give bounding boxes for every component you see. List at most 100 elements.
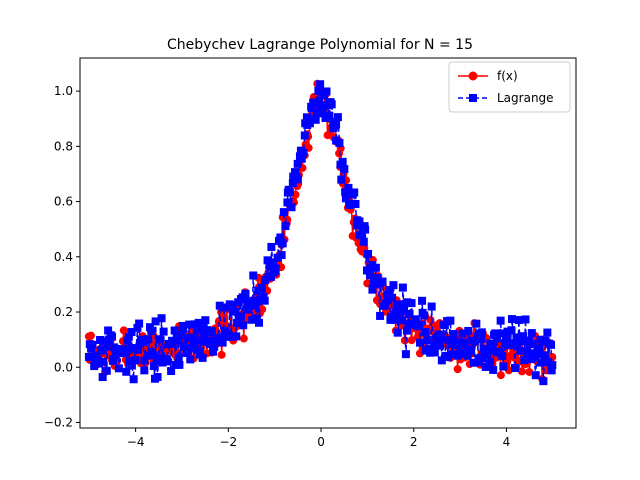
data-point [499,362,508,371]
data-point [215,301,224,310]
data-point [310,100,319,109]
data-point [305,119,314,128]
data-point [279,208,288,217]
data-point [460,338,469,347]
data-point [111,350,120,359]
data-point [343,190,352,199]
data-point [233,318,242,327]
data-point [393,328,402,337]
y-tick-label: 1.0 [54,84,73,98]
data-point [507,326,516,335]
data-point [170,326,179,335]
plot-area [84,79,557,386]
data-point [496,316,505,325]
data-point [525,349,534,358]
data-point [228,301,237,310]
x-tick-label: −2 [219,435,237,449]
data-point [239,334,248,343]
data-point [512,333,521,342]
data-point [420,311,429,320]
data-point [507,315,516,324]
data-point [131,356,140,365]
data-point [227,332,236,341]
data-point [407,336,416,345]
x-tick-label: 0 [317,435,325,449]
data-point [189,341,198,350]
data-point [151,317,160,326]
data-point [255,318,264,327]
data-point [404,320,413,329]
data-point [448,350,457,359]
data-point [411,315,420,324]
data-point [472,319,481,328]
data-point [453,365,462,374]
data-point [147,348,156,357]
data-point [338,157,347,166]
data-point [517,367,526,376]
data-point [405,309,414,318]
data-point [121,345,130,354]
data-point [396,300,405,309]
data-point [548,361,557,370]
data-point [430,348,439,357]
data-point [149,362,158,371]
data-point [102,342,111,351]
y-tick-label: 0.4 [54,250,73,264]
data-point [209,347,218,356]
x-tick-label: 4 [503,435,511,449]
data-point [477,335,486,344]
data-point [186,355,195,364]
data-point [463,351,472,360]
data-point [361,225,370,234]
data-point [322,87,331,96]
data-point [352,221,361,230]
legend-fx-label: f(x) [497,69,518,83]
data-point [283,198,292,207]
y-axis: −0.2 0.0 0.2 0.4 0.6 0.8 1.0 [44,84,80,429]
data-point [185,320,194,329]
data-point [371,263,380,272]
data-point [402,326,411,335]
data-point [127,361,136,370]
legend: f(x) Lagrange [448,61,571,113]
legend-fx-marker [468,71,478,81]
data-point [281,222,290,231]
data-point [88,340,97,349]
data-point [182,348,191,357]
data-point [130,344,139,353]
data-point [516,346,525,355]
data-point [98,357,107,366]
data-point [401,350,410,359]
data-point [376,311,385,320]
data-point [440,321,449,330]
data-point [539,377,548,386]
data-point [182,333,191,342]
data-point [203,326,212,335]
data-point [415,338,424,347]
data-point [293,159,302,168]
data-point [140,356,149,365]
data-point [398,283,407,292]
data-point [540,351,549,360]
data-point [314,86,323,95]
data-point [210,342,219,351]
data-point [385,286,394,295]
data-point [271,264,280,273]
data-point [174,353,183,362]
data-point [168,339,177,348]
data-point [491,329,500,338]
data-point [430,340,439,349]
data-point [337,175,346,184]
data-point [250,296,259,305]
data-point [437,334,446,343]
data-point [520,356,529,365]
x-tick-label: −4 [127,435,145,449]
data-point [479,344,488,353]
data-point [248,315,257,324]
data-point [514,316,523,325]
data-point [276,233,285,242]
data-point [311,115,320,124]
data-point [157,314,166,323]
legend-lagrange-label: Lagrange [497,91,554,105]
data-point [192,325,201,334]
